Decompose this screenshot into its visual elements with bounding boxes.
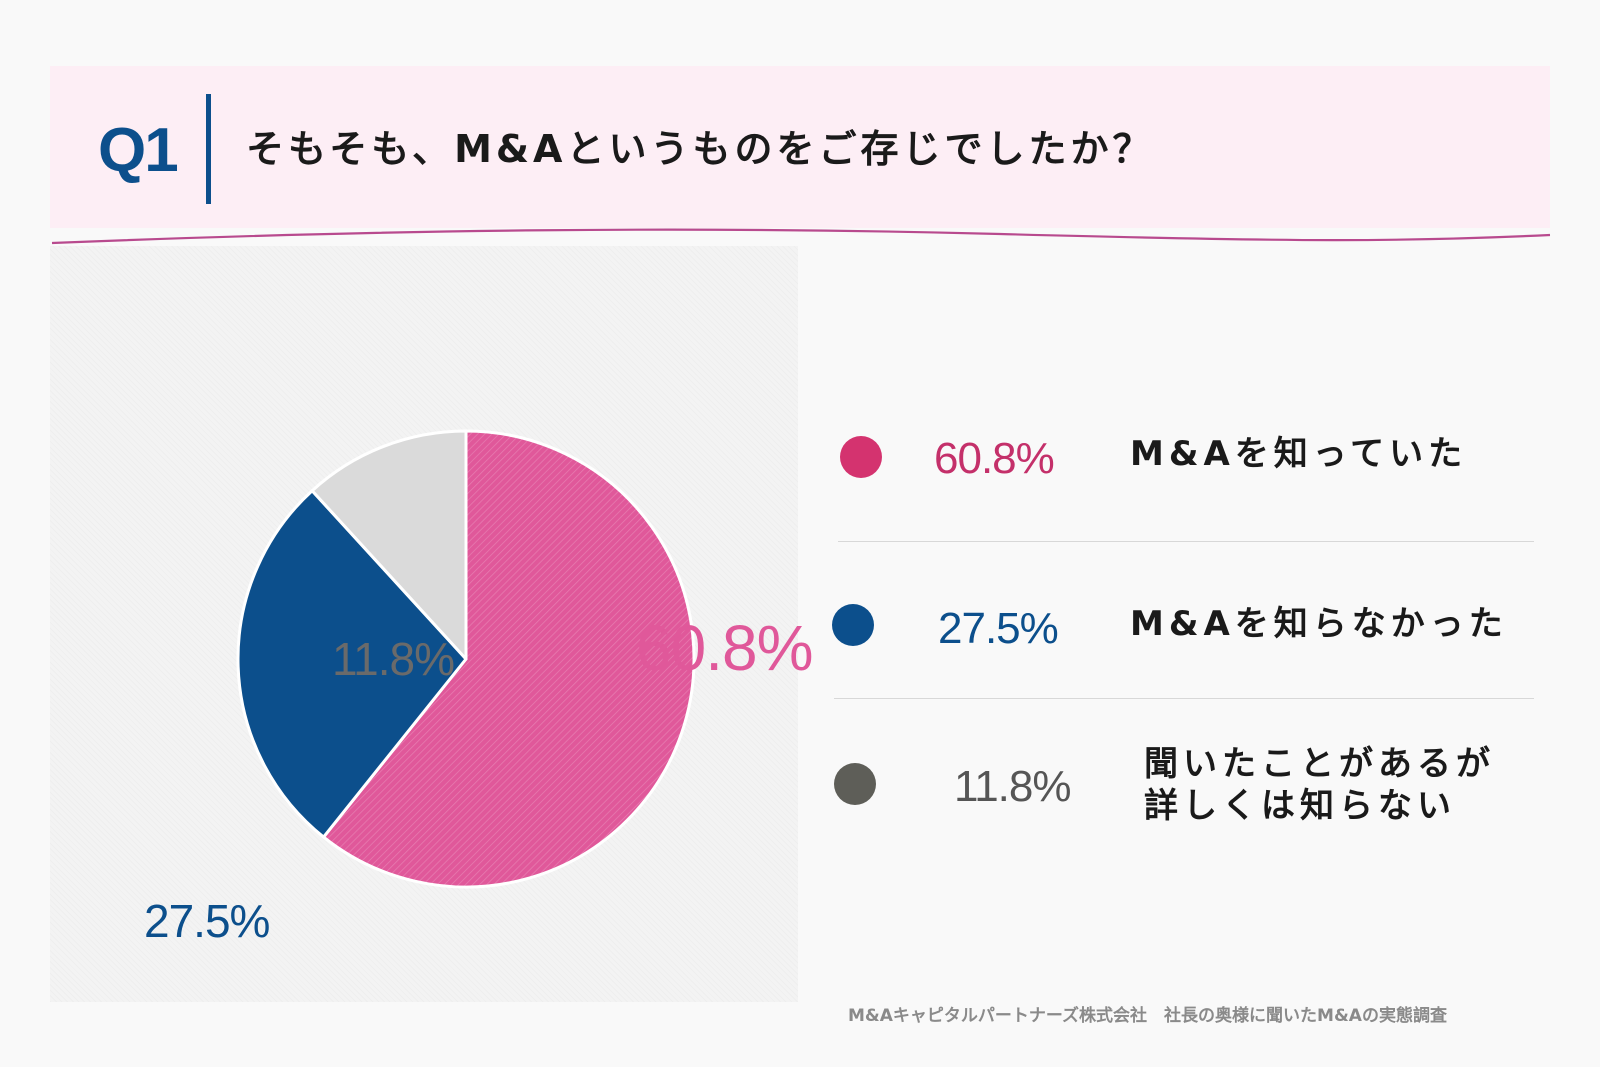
- legend-dot-heard-not-detail: [834, 763, 876, 805]
- pie-chart: [236, 429, 696, 889]
- question-header: Q1 そもそも、M&Aというものをご存じでしたか？: [50, 66, 1550, 228]
- legend-percent-knew: 60.8%: [934, 434, 1055, 483]
- legend-percent-did-not-know: 27.5%: [938, 604, 1059, 653]
- legend-label-knew: M&Aを知っていた: [1130, 434, 1468, 474]
- source-footer: M&Aキャピタルパートナーズ株式会社 社長の奥様に聞いたM&Aの実態調査: [848, 1006, 1447, 1026]
- pie-label-did-not-know: 27.5%: [144, 895, 270, 947]
- legend-divider-2: [834, 698, 1534, 699]
- legend-divider-1: [838, 541, 1534, 542]
- legend-dot-knew: [840, 436, 882, 478]
- pie-label-knew: 60.8%: [636, 612, 813, 684]
- question-number: Q1: [98, 116, 179, 185]
- pie-slice-did-not-know: [236, 489, 468, 839]
- pie-slice-knew-texture: [323, 431, 695, 887]
- legend-dot-did-not-know: [832, 604, 874, 646]
- question-text: そもそも、M&Aというものをご存じでしたか？: [246, 127, 1155, 171]
- legend-label-heard-line2: 詳しくは知らない: [1144, 786, 1456, 826]
- legend-percent-heard-not-detail: 11.8%: [954, 762, 1071, 811]
- pie-chart-panel: 60.8% 11.8% 27.5%: [50, 246, 813, 1002]
- legend-label-heard-line1: 聞いたことがあるが: [1144, 744, 1495, 784]
- pie-label-heard-not-detail: 11.8%: [332, 633, 455, 685]
- header-wave-line: [51, 228, 1551, 245]
- pie-slice-heard-not-detail: [310, 429, 468, 661]
- legend-label-did-not-know: M&Aを知らなかった: [1130, 604, 1508, 644]
- header-divider: [206, 94, 211, 204]
